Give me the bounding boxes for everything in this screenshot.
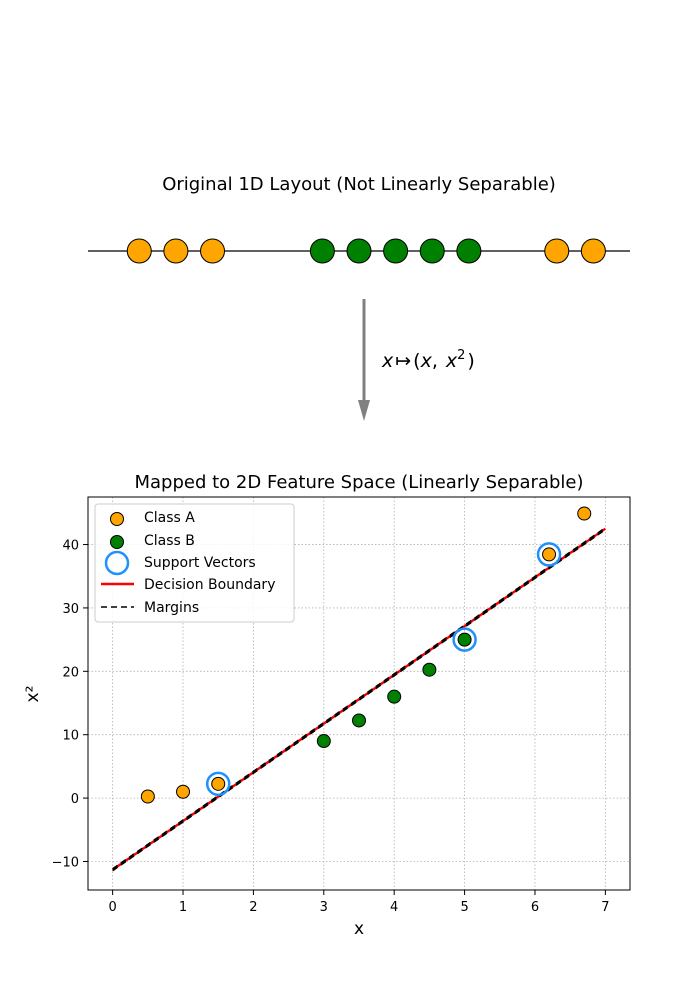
support-vector-ring bbox=[536, 542, 562, 567]
legend-marker-class-b bbox=[110, 535, 124, 549]
support-vector-ring bbox=[205, 771, 231, 797]
legend-label: Decision Boundary bbox=[144, 577, 275, 593]
x-axis-label: x bbox=[354, 919, 364, 939]
y-tick-label: 10 bbox=[62, 729, 79, 744]
legend: Class A Class B Support Vectors Decision Bo… bbox=[94, 503, 295, 623]
y-tick-label: 30 bbox=[62, 602, 79, 617]
legend-marker-class-a bbox=[110, 512, 124, 526]
point-1d-class-b bbox=[383, 238, 409, 264]
y-tick-label: 20 bbox=[62, 665, 79, 680]
point-1d-class-a bbox=[163, 238, 189, 264]
arrow-head bbox=[358, 400, 370, 421]
x-tick-label: 4 bbox=[390, 900, 398, 915]
x-tick-label: 5 bbox=[460, 900, 468, 915]
axis-ticks: 0 1 2 3 4 5 6 7 −10 0 10 20 30 40 bbox=[52, 539, 610, 915]
point-1d-class-a bbox=[580, 238, 606, 264]
point-class-b bbox=[316, 734, 331, 749]
legend-label: Class B bbox=[144, 533, 195, 549]
x-tick-label: 6 bbox=[531, 900, 539, 915]
boundary-lines bbox=[111, 527, 607, 872]
x-tick-label: 1 bbox=[179, 900, 187, 915]
y-axis-label: x² bbox=[23, 686, 43, 703]
plot-frame bbox=[87, 496, 631, 891]
legend-label: Margins bbox=[144, 600, 199, 616]
point-class-a bbox=[176, 784, 191, 799]
point-class-b bbox=[422, 662, 437, 677]
chart-title-2d: Mapped to 2D Feature Space (Linearly Sep… bbox=[134, 472, 583, 493]
point-class-a bbox=[542, 547, 557, 562]
y-tick-label: 40 bbox=[62, 539, 79, 554]
point-class-b bbox=[387, 689, 402, 704]
point-class-a bbox=[140, 789, 155, 804]
legend-label: Class A bbox=[144, 510, 195, 526]
point-class-a bbox=[577, 506, 592, 521]
x-tick-label: 2 bbox=[249, 900, 257, 915]
support-vector-ring bbox=[452, 627, 477, 652]
points-2d bbox=[140, 506, 592, 804]
point-1d-class-a bbox=[126, 238, 152, 264]
legend-label: Support Vectors bbox=[144, 555, 256, 571]
point-class-a bbox=[211, 776, 226, 791]
point-1d-class-a bbox=[544, 238, 570, 264]
y-tick-label: −10 bbox=[52, 855, 79, 870]
mapping-arrow bbox=[358, 299, 370, 421]
point-class-b bbox=[457, 632, 472, 647]
point-1d-class-b bbox=[456, 238, 482, 264]
legend-marker-support-vectors bbox=[104, 550, 130, 576]
legend-box bbox=[94, 503, 295, 623]
points-1d bbox=[126, 238, 606, 264]
y-tick-label: 0 bbox=[71, 792, 79, 807]
chart-title-1d: Original 1D Layout (Not Linearly Separab… bbox=[162, 174, 556, 195]
point-1d-class-b bbox=[419, 238, 445, 264]
point-1d-class-b bbox=[309, 238, 335, 264]
mapping-label: x ↦ (x, x2) bbox=[381, 348, 475, 372]
point-1d-class-b bbox=[346, 238, 372, 264]
x-tick-label: 0 bbox=[108, 900, 116, 915]
point-1d-class-a bbox=[200, 238, 226, 264]
x-tick-label: 3 bbox=[320, 900, 328, 915]
point-class-b bbox=[352, 713, 366, 728]
x-tick-label: 7 bbox=[601, 900, 609, 915]
